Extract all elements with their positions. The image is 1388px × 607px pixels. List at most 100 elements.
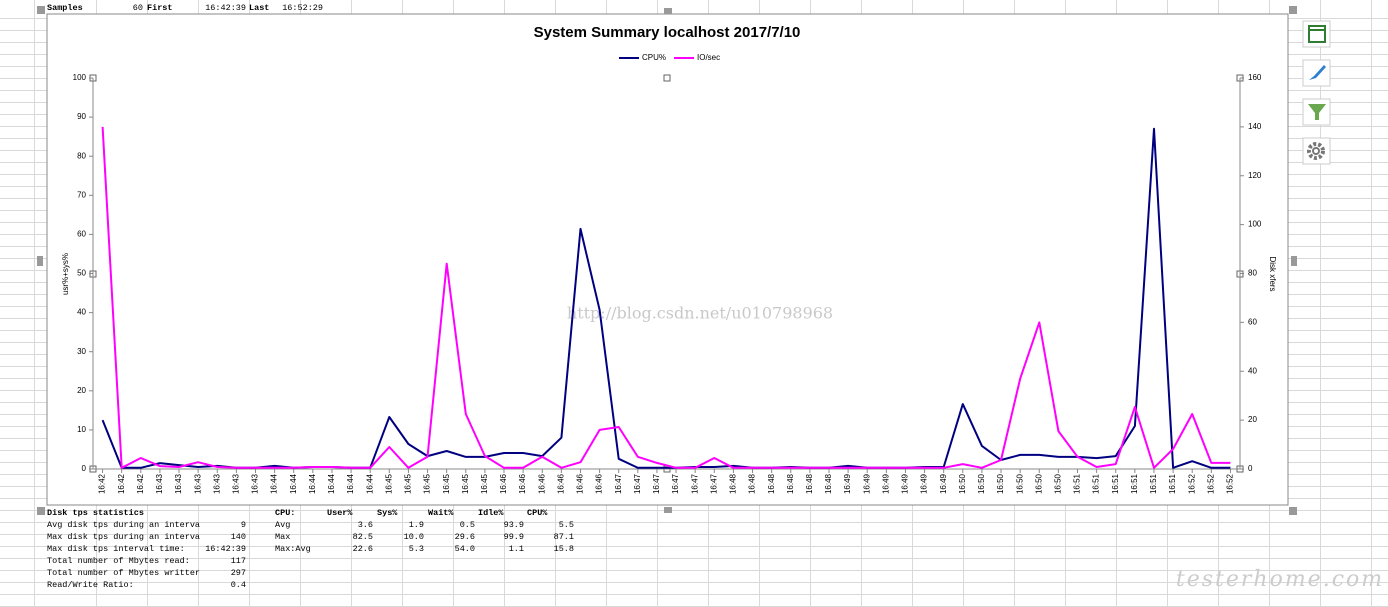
- x-tick-label: 16:52: [1206, 473, 1215, 494]
- x-tick-label: 16:51: [1149, 473, 1158, 494]
- x-tick-label: 16:50: [958, 473, 967, 494]
- x-tick-label: 16:51: [1130, 473, 1139, 494]
- cell: Max: [275, 532, 291, 542]
- cell: 93.9: [503, 520, 524, 530]
- cell: 9: [240, 520, 246, 530]
- x-tick-label: 16:52: [1187, 473, 1196, 494]
- y2-axis-title: Disk xfers: [1268, 256, 1277, 291]
- cell: Samples: [47, 3, 83, 13]
- cell: Max disk tps interval time:: [47, 544, 185, 554]
- x-tick-label: 16:51: [1111, 473, 1120, 494]
- x-tick-label: 16:48: [805, 473, 814, 494]
- cell: Wait%: [428, 508, 454, 518]
- x-tick-label: 16:46: [556, 473, 565, 494]
- x-tick-label: 16:49: [843, 473, 852, 494]
- x-tick-label: 16:51: [1092, 473, 1101, 494]
- cell: 0.4: [230, 580, 246, 590]
- cell: 5.5: [558, 520, 574, 530]
- x-tick-label: 16:47: [633, 473, 642, 494]
- x-tick-label: 16:43: [212, 473, 221, 494]
- cell: 29.6: [454, 532, 475, 542]
- x-tick-label: 16:42: [136, 473, 145, 494]
- x-tick-label: 16:47: [709, 473, 718, 494]
- cell: Total number of Mbytes writter: [47, 568, 201, 578]
- x-tick-label: 16:49: [939, 473, 948, 494]
- x-tick-label: 16:50: [1054, 473, 1063, 494]
- chart-filters-button[interactable]: [1302, 98, 1331, 126]
- icon: [1308, 104, 1326, 120]
- y-tick-label: 30: [77, 347, 86, 356]
- legend-label: IO/sec: [697, 53, 720, 62]
- chart-styles-button[interactable]: [1302, 59, 1331, 87]
- x-tick-label: 16:45: [442, 473, 451, 494]
- cell: Idle%: [478, 508, 504, 518]
- y2-tick-label: 20: [1248, 415, 1257, 424]
- x-tick-label: 16:48: [786, 473, 795, 494]
- x-tick-label: 16:46: [537, 473, 546, 494]
- x-tick-label: 16:45: [461, 473, 470, 494]
- x-tick-label: 16:50: [977, 473, 986, 494]
- cell: CPU%: [527, 508, 548, 518]
- cell: 16:52:29: [282, 3, 323, 13]
- y-tick-label: 80: [77, 151, 86, 160]
- icon: [1309, 65, 1326, 80]
- x-tick-label: 16:46: [576, 473, 585, 494]
- watermark: http://blog.csdn.net/u010798968: [567, 304, 833, 323]
- cell: CPU:: [275, 508, 296, 518]
- cell: 1.9: [408, 520, 424, 530]
- x-tick-label: 16:44: [365, 473, 374, 494]
- x-tick-label: 16:49: [862, 473, 871, 494]
- x-tick-label: 16:44: [270, 473, 279, 494]
- x-tick-label: 16:43: [251, 473, 260, 494]
- y2-tick-label: 0: [1248, 464, 1253, 473]
- x-tick-label: 16:47: [690, 473, 699, 494]
- x-tick-label: 16:49: [881, 473, 890, 494]
- x-tick-label: 16:49: [901, 473, 910, 494]
- y2-tick-label: 60: [1248, 317, 1257, 326]
- x-tick-label: 16:43: [174, 473, 183, 494]
- cell: Read/Write Ratio:: [47, 580, 134, 590]
- cell: Total number of Mbytes read:: [47, 556, 190, 566]
- cell: User%: [327, 508, 353, 518]
- y-tick-label: 60: [77, 230, 86, 239]
- legend-label: CPU%: [642, 53, 666, 62]
- cell: 82.5: [352, 532, 373, 542]
- x-tick-label: 16:44: [327, 473, 336, 494]
- x-tick-label: 16:43: [193, 473, 202, 494]
- chart-title: System Summary localhost 2017/7/10: [534, 24, 801, 41]
- cell: Max disk tps during an interva: [47, 532, 201, 542]
- x-tick-label: 16:47: [671, 473, 680, 494]
- y2-tick-label: 160: [1248, 73, 1262, 82]
- x-tick-label: 16:43: [231, 473, 240, 494]
- x-tick-label: 16:42: [98, 473, 107, 494]
- x-tick-label: 16:45: [423, 473, 432, 494]
- x-tick-label: 16:44: [346, 473, 355, 494]
- x-tick-label: 16:45: [404, 473, 413, 494]
- side-toolbar[interactable]: [1302, 20, 1331, 165]
- y-tick-label: 0: [82, 464, 87, 473]
- y2-tick-label: 120: [1248, 171, 1262, 180]
- watermark: testerhome.com: [1176, 567, 1384, 592]
- cell: 10.0: [403, 532, 424, 542]
- y-tick-label: 20: [77, 386, 86, 395]
- x-tick-label: 16:46: [499, 473, 508, 494]
- x-tick-label: 16:47: [652, 473, 661, 494]
- x-tick-label: 16:45: [384, 473, 393, 494]
- y-tick-label: 90: [77, 112, 86, 121]
- x-tick-label: 16:43: [155, 473, 164, 494]
- cell: 5.3: [408, 544, 424, 554]
- x-tick-label: 16:49: [920, 473, 929, 494]
- cell: 99.9: [503, 532, 524, 542]
- cell: 15.8: [553, 544, 574, 554]
- x-tick-label: 16:48: [824, 473, 833, 494]
- cell: First: [147, 3, 173, 13]
- cell: Max:Avg: [275, 544, 311, 554]
- x-tick-label: 16:50: [996, 473, 1005, 494]
- x-tick-label: 16:51: [1168, 473, 1177, 494]
- cell: 87.1: [553, 532, 574, 542]
- cell: Disk tps statistics: [47, 508, 144, 518]
- cell: 0.5: [459, 520, 475, 530]
- x-tick-label: 16:46: [595, 473, 604, 494]
- x-tick-label: 16:48: [767, 473, 776, 494]
